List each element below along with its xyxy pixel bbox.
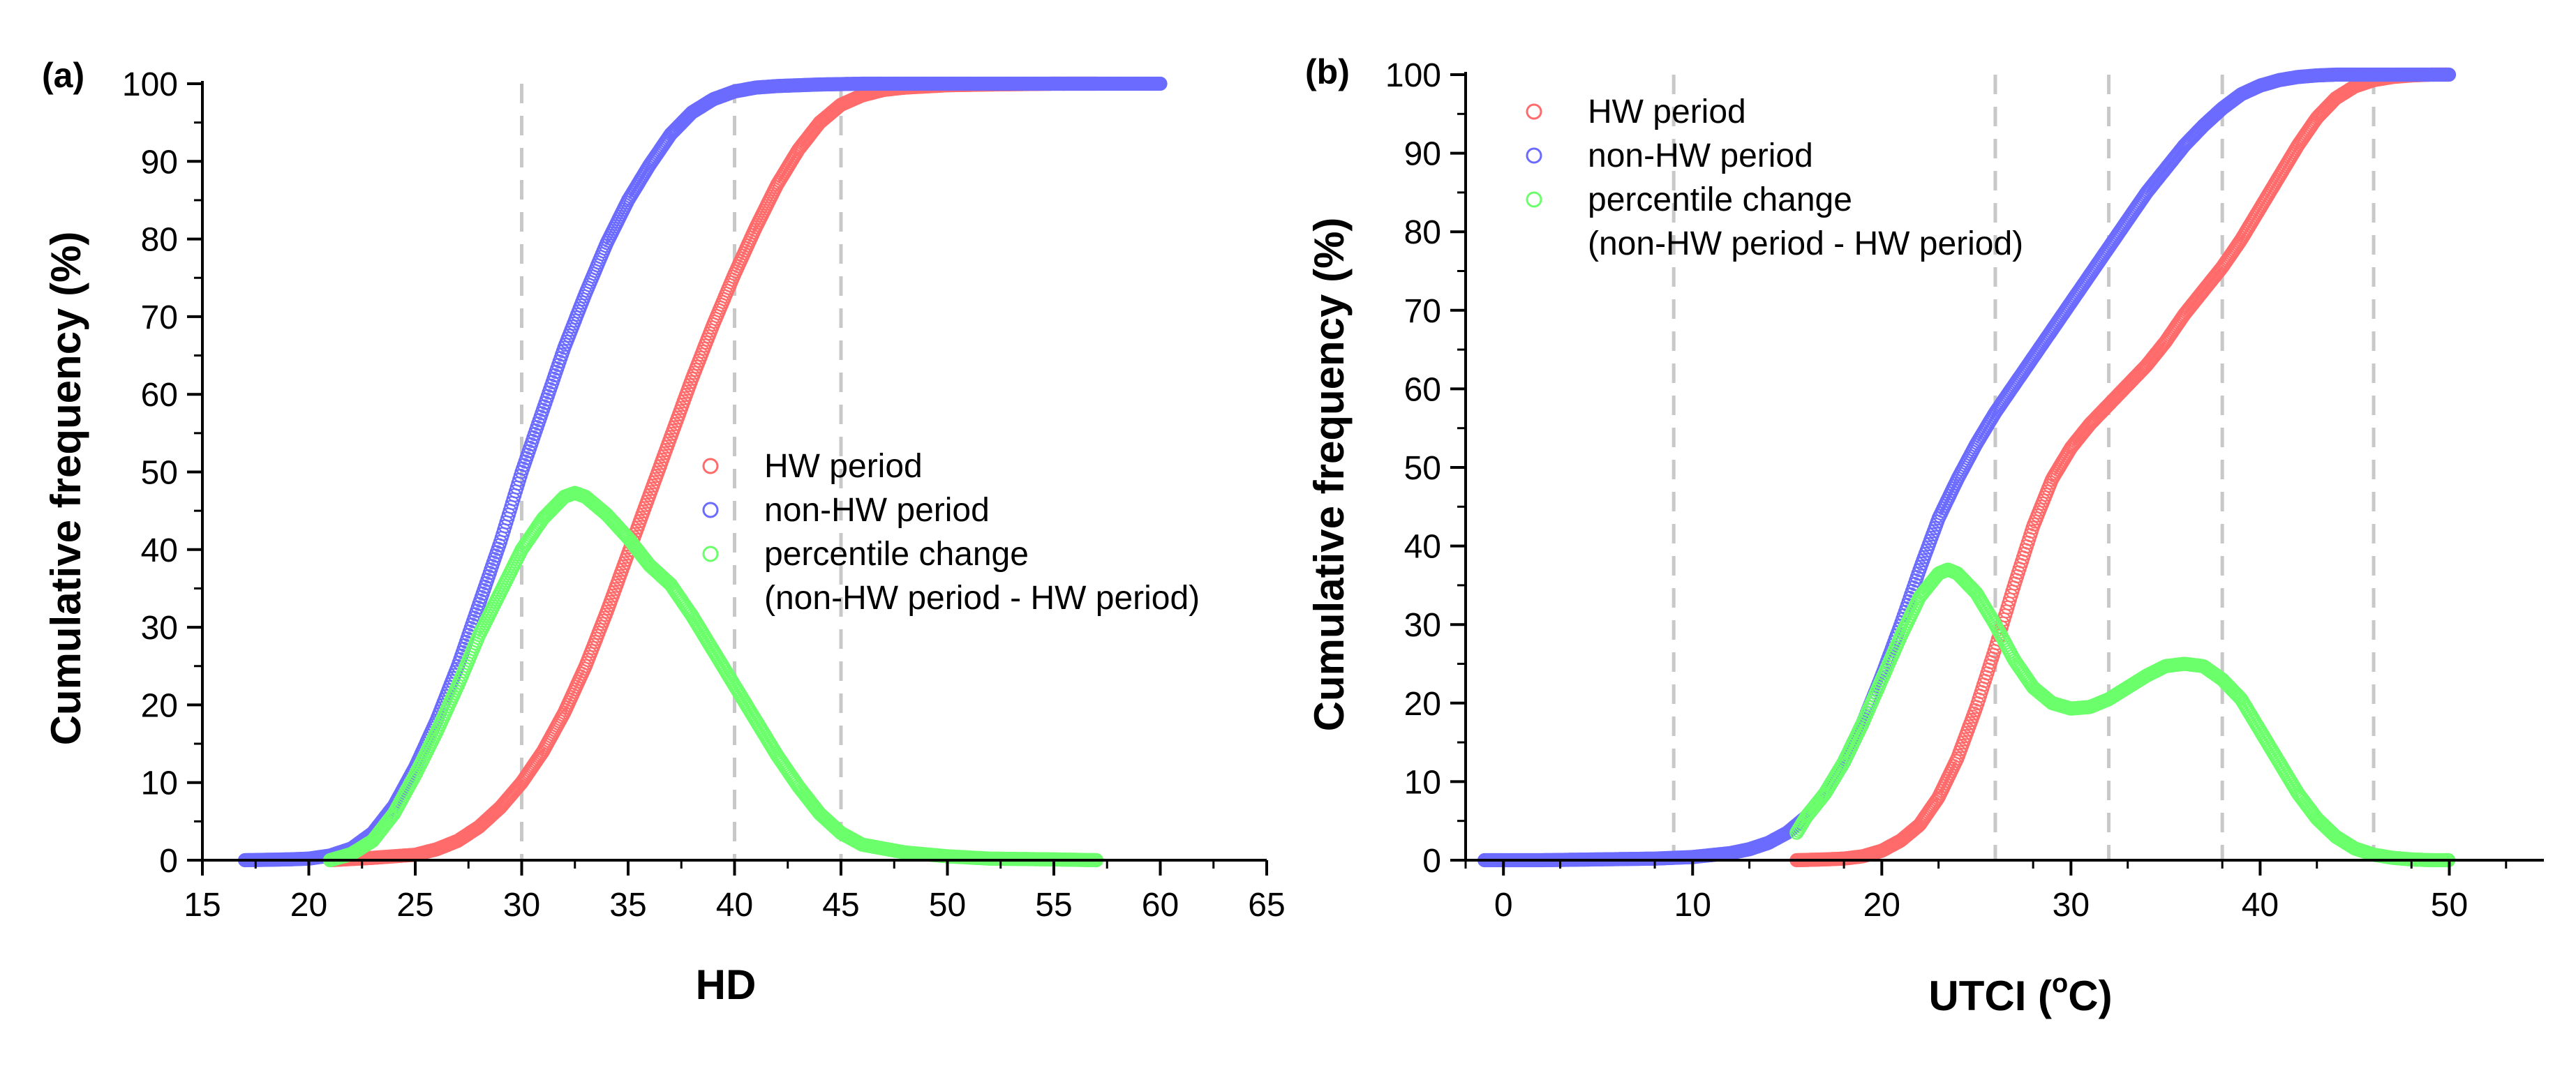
x-tick-label: 55	[1035, 887, 1072, 924]
x-tick-label: 35	[609, 887, 646, 924]
panel-b-legend-change-detail: (non-HW period - HW period)	[1588, 225, 2023, 262]
x-tick-label: 10	[1674, 887, 1711, 924]
panel-b-legend-marker-nonhw	[1526, 147, 1542, 164]
panel-a-legend-change-detail: (non-HW period - HW period)	[764, 580, 1200, 617]
x-tick-label: 25	[396, 887, 433, 924]
panel-b-legend-change: percentile change	[1588, 181, 1852, 218]
panel-b-legend-nonhw: non-HW period	[1588, 137, 1813, 174]
y-tick-label: 100	[122, 66, 178, 103]
x-tick-label: 50	[929, 887, 966, 924]
panel-a-y-axis-title: Cumulative frequency (%)	[43, 232, 89, 746]
panel-b-ticks: 0 10 20 30 40 50 0 10 20 30 40 50 60 70 80 90 100	[1385, 57, 2508, 924]
panel-b-legend-marker-change	[1526, 191, 1542, 208]
panel-b-x-axis-title: UTCI (oC)	[1928, 969, 2112, 1019]
svg-text:UTCI (oC): UTCI (oC)	[1928, 969, 2112, 1019]
panel-b-series-hw-period	[1789, 67, 2456, 868]
x-tick-label: 20	[1863, 887, 1900, 924]
x-tick-label: 65	[1248, 887, 1285, 924]
panel-a-series-non-hw-period	[237, 76, 1168, 868]
x-tick-label: 30	[503, 887, 540, 924]
x-tick-label: 40	[716, 887, 753, 924]
panel-a-ticks: 15 20 25 30 35 40 45 50 55 60 65 0 10 20 30 40 50 60 70 80 9…	[122, 66, 1286, 924]
x-tick-label: 50	[2431, 887, 2468, 924]
y-tick-label: 70	[1404, 293, 1441, 330]
panel-a-x-axis-title: HD	[696, 961, 757, 1008]
y-tick-label: 80	[141, 222, 178, 259]
panel-b: (b) 0 10 20 30 40 50 0 10 20 30 40 50 60 70 80 90 100 UT…	[1305, 52, 2544, 1019]
y-tick-label: 90	[141, 144, 178, 181]
y-tick-label: 60	[141, 377, 178, 414]
panel-a: (a) 15 20 25 30 35 40 45 50 55 60 65 0 10 20 30 40 50 60 7…	[42, 56, 1286, 1008]
y-tick-label: 100	[1385, 57, 1441, 94]
y-tick-label: 30	[141, 610, 178, 647]
y-tick-label: 20	[141, 687, 178, 724]
panel-b-vlines	[1672, 75, 2376, 860]
x-tick-label: 20	[290, 887, 327, 924]
y-tick-label: 20	[1404, 686, 1441, 723]
y-tick-label: 90	[1404, 136, 1441, 173]
y-tick-label: 50	[141, 455, 178, 492]
panel-a-legend-marker-hw	[702, 458, 719, 474]
x-tick-label: 45	[822, 887, 859, 924]
panel-a-legend-marker-change	[702, 546, 719, 562]
panel-b-series	[1477, 67, 2457, 868]
data-point	[1153, 76, 1168, 91]
panel-b-legend-hw: HW period	[1588, 93, 1746, 130]
panel-b-label: (b)	[1305, 52, 1350, 91]
panel-a-legend-hw: HW period	[764, 448, 923, 485]
panel-a-vlines	[520, 84, 843, 860]
y-tick-label: 50	[1404, 450, 1441, 487]
x-tick-label: 40	[2242, 887, 2279, 924]
panel-a-legend-nonhw: non-HW period	[764, 492, 990, 529]
y-tick-label: 0	[1422, 843, 1441, 880]
y-tick-label: 70	[141, 299, 178, 336]
panel-a-legend: HW period non-HW period percentile chang…	[702, 448, 1200, 617]
y-tick-label: 40	[1404, 529, 1441, 566]
x-tick-label: 0	[1494, 887, 1513, 924]
panel-a-series	[237, 76, 1168, 868]
y-tick-label: 80	[1404, 214, 1441, 251]
panel-a-series-hw-period	[322, 76, 1104, 868]
panel-b-y-axis-title: Cumulative frequency (%)	[1306, 218, 1353, 732]
panel-a-label: (a)	[42, 56, 84, 95]
panel-b-legend: HW period non-HW period percentile chang…	[1526, 93, 2023, 262]
x-tick-label: 30	[2053, 887, 2090, 924]
panel-b-legend-marker-hw	[1526, 103, 1542, 120]
panel-a-legend-marker-nonhw	[702, 502, 719, 518]
y-tick-label: 40	[141, 532, 178, 569]
data-point	[2441, 67, 2457, 82]
y-tick-label: 60	[1404, 371, 1441, 408]
y-tick-label: 10	[141, 765, 178, 802]
panel-b-series-percentile-change	[1789, 562, 2456, 868]
x-tick-label: 15	[184, 887, 221, 924]
y-tick-label: 0	[159, 843, 178, 880]
panel-a-series-percentile-change	[322, 486, 1104, 868]
y-tick-label: 30	[1404, 607, 1441, 644]
x-tick-label: 60	[1142, 887, 1179, 924]
panel-a-legend-change: percentile change	[764, 536, 1029, 573]
y-tick-label: 10	[1404, 764, 1441, 801]
